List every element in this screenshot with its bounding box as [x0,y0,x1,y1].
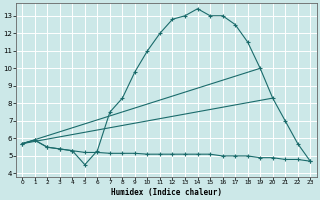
X-axis label: Humidex (Indice chaleur): Humidex (Indice chaleur) [111,188,222,197]
